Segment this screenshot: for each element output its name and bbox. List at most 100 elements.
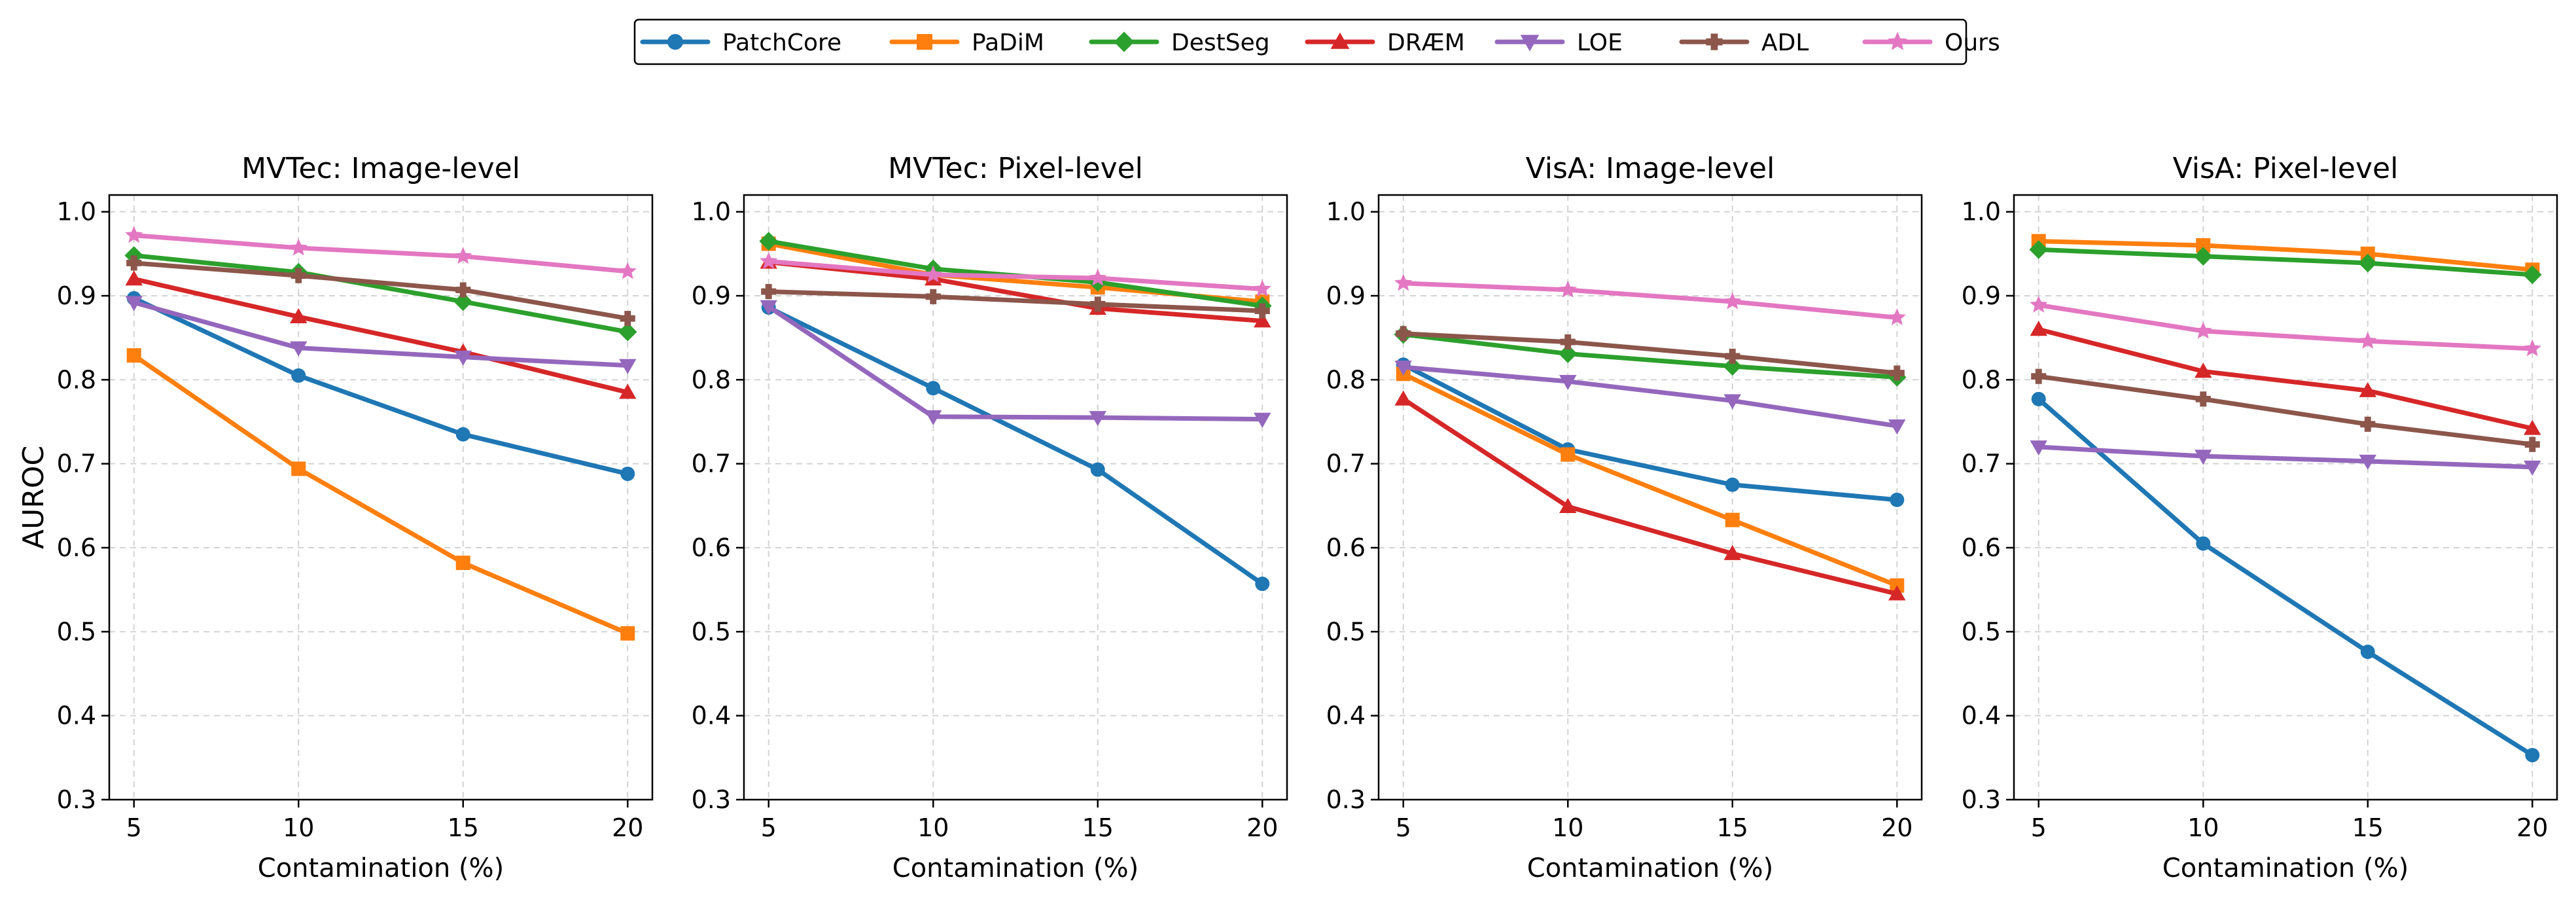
panel-visa-image-level: 0.3 0.4 0.5 0.6 0.7 0.8 0.9 1.0 5 10 15 20 VisA: Ima…	[1326, 152, 1923, 883]
series-line-adl	[766, 289, 1265, 313]
data-point-ours	[1559, 280, 1577, 298]
x-tick-label: 20	[1246, 813, 1278, 842]
chart-panels: 0.3 0.4 0.5 0.6 0.7 0.8 0.9 1.0 5 10 15 20 MVTec: Im…	[17, 152, 2558, 883]
data-point-destseg	[618, 322, 637, 342]
legend-marker-destseg	[1114, 31, 1135, 52]
data-point-adl	[1090, 296, 1106, 312]
y-tick-label: 0.4	[57, 701, 96, 730]
legend-item-patchcore: PatchCore	[640, 29, 841, 56]
data-point-adl	[2195, 391, 2211, 407]
data-point-ours	[760, 252, 778, 269]
data-point-ours	[454, 247, 472, 264]
data-point-patchcore	[1725, 477, 1740, 492]
data-point-draem	[2359, 382, 2376, 397]
plot-frame	[2013, 194, 2558, 801]
series-ours	[125, 226, 637, 279]
data-point-draem	[2195, 363, 2212, 378]
data-point-destseg	[1723, 357, 1742, 376]
data-point-ours	[289, 238, 308, 256]
series-line-padim	[132, 353, 630, 636]
plot-frame	[108, 194, 654, 801]
x-axis-label: Contamination (%)	[2162, 853, 2408, 883]
data-point-loe	[925, 410, 942, 425]
y-tick-label: 0.8	[57, 365, 96, 394]
x-tick-label: 10	[917, 813, 949, 842]
y-axis-label: AUROC	[17, 446, 50, 549]
data-point-ours	[125, 226, 143, 243]
data-point-patchcore	[1890, 492, 1905, 507]
series-adl	[126, 255, 635, 327]
data-point-destseg	[2522, 265, 2542, 285]
y-tick-label: 1.0	[1962, 198, 2001, 226]
y-tick-label: 0.9	[57, 281, 96, 310]
series-line-adl	[132, 260, 630, 321]
series-line-patchcore	[2036, 397, 2535, 758]
series-line-draem	[2036, 327, 2535, 431]
data-point-padim	[2196, 238, 2211, 253]
series-line-patchcore	[1401, 362, 1899, 503]
data-point-ours	[1253, 279, 1271, 297]
data-point-loe	[1723, 394, 1741, 410]
data-point-patchcore	[455, 427, 470, 442]
series-loe	[1394, 361, 1906, 435]
legend-marker-patchcore	[667, 34, 683, 50]
data-point-adl	[1560, 334, 1576, 350]
data-point-patchcore	[620, 467, 635, 482]
data-point-loe	[2359, 454, 2376, 470]
series-padim	[1396, 366, 1905, 593]
series-patchcore	[761, 300, 1270, 592]
data-point-patchcore	[2031, 391, 2046, 406]
series-ours	[1394, 274, 1906, 325]
y-tick-label: 0.4	[692, 701, 731, 730]
data-point-adl	[126, 255, 142, 271]
series-line-loe	[2036, 444, 2535, 470]
data-point-loe	[1089, 411, 1106, 427]
data-point-adl	[1396, 326, 1411, 342]
series-adl	[1396, 326, 1905, 381]
series-line-loe	[132, 300, 630, 368]
legend-item-ours: Ours	[1862, 29, 2000, 56]
data-point-ours	[2523, 339, 2541, 357]
x-tick-label: 15	[1082, 813, 1114, 842]
legend-label-destseg: DestSeg	[1171, 29, 1270, 56]
data-point-destseg	[2358, 253, 2378, 273]
data-point-draem	[2524, 419, 2541, 435]
legend-marker-ours	[1888, 31, 1907, 50]
legend-item-adl: ADL	[1679, 29, 1808, 56]
data-point-padim	[1725, 512, 1740, 527]
series-ours	[760, 252, 1271, 297]
x-tick-label: 15	[448, 813, 479, 842]
data-point-adl	[1254, 303, 1270, 319]
x-tick-label: 5	[1396, 813, 1411, 842]
x-axis-label: Contamination (%)	[1527, 853, 1773, 883]
y-tick-label: 0.5	[1326, 617, 1366, 646]
data-point-padim	[291, 461, 306, 476]
series-line-adl	[2036, 374, 2535, 447]
series-line-ours	[1401, 281, 1899, 320]
y-tick-label: 0.8	[692, 365, 731, 394]
data-point-adl	[2524, 436, 2540, 452]
data-point-draem	[1559, 497, 1577, 514]
data-point-loe	[760, 300, 777, 315]
series-line-ours	[2036, 302, 2535, 351]
y-tick-label: 0.9	[1962, 281, 2001, 310]
data-point-draem	[290, 308, 308, 323]
data-point-loe	[2195, 450, 2212, 465]
data-point-ours	[1723, 292, 1742, 310]
chart-title: MVTec: Image-level	[241, 152, 520, 185]
series-line-padim	[2036, 239, 2535, 272]
data-point-draem	[1723, 544, 1741, 560]
series-line-loe	[766, 304, 1265, 422]
data-point-draem	[125, 270, 143, 286]
data-point-adl	[620, 311, 635, 327]
legend-label-padim: PaDiM	[972, 29, 1044, 56]
data-point-padim	[620, 626, 635, 641]
series-line-padim	[1401, 371, 1899, 588]
series-line-loe	[1401, 364, 1899, 429]
legend-marker-padim	[917, 34, 932, 50]
series-line-draem	[1401, 397, 1899, 597]
y-tick-label: 0.9	[1326, 281, 1366, 310]
data-point-destseg	[759, 232, 779, 251]
